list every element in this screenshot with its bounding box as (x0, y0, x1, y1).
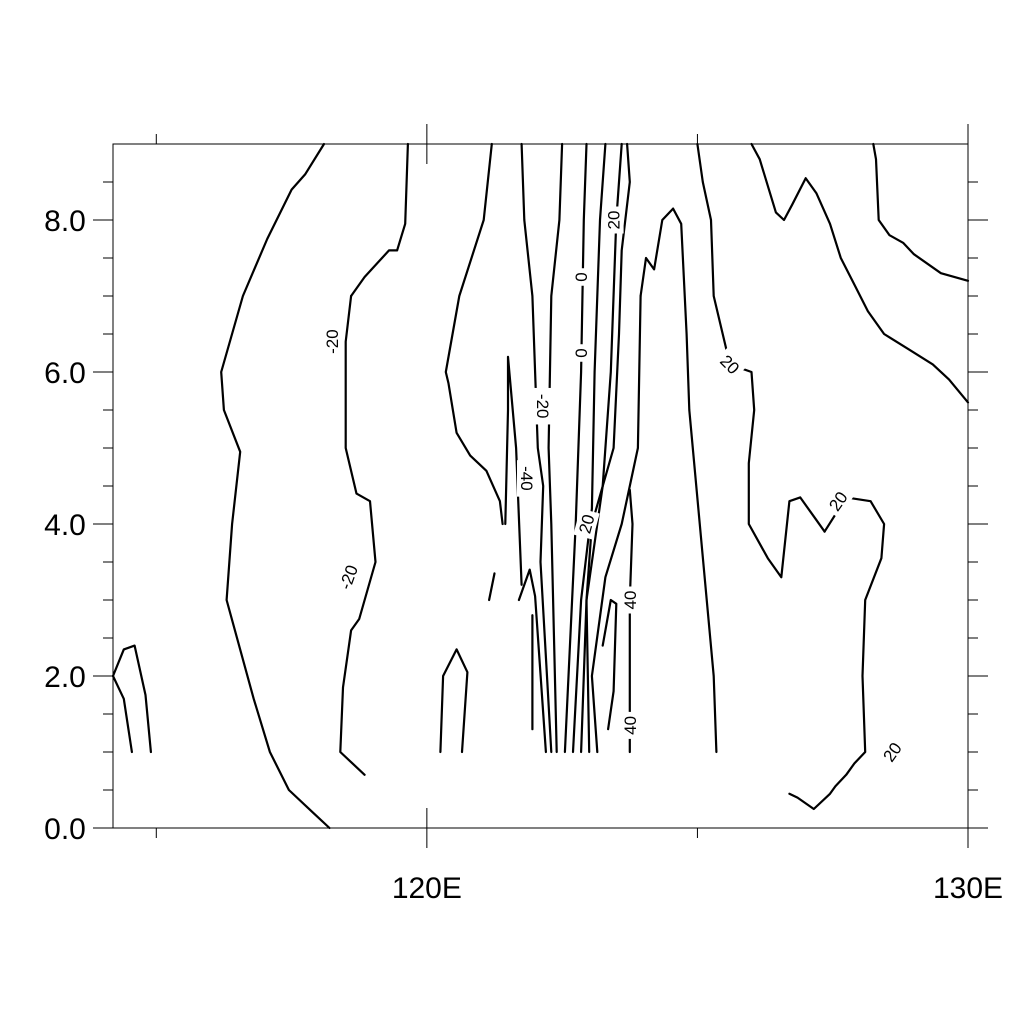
contour-line-8 (488, 572, 496, 602)
contour-label-bg-7 (573, 508, 600, 540)
contour-line-21 (696, 142, 826, 579)
contour-label-8: 20 (713, 347, 747, 382)
contour-label-0: -20 (322, 323, 343, 360)
contour-label-bg-11 (619, 586, 640, 614)
y-tick-label-0: 0.0 (44, 813, 86, 846)
contour-line-2 (220, 142, 331, 830)
contour-line-5 (444, 142, 504, 526)
contour-line-17 (639, 207, 718, 754)
contour-label-9: 20 (822, 484, 855, 518)
contour-label-bg-2 (533, 387, 554, 425)
contour-line-13 (563, 142, 588, 754)
axis-tick-labels: 120E 130E 0.0 2.0 4.0 6.0 8.0 (44, 205, 1003, 905)
y-tick-label-4: 8.0 (44, 205, 86, 238)
contour-label-2: -20 (533, 387, 554, 425)
contour-label-bg-6 (603, 206, 624, 234)
contour-line-24 (872, 142, 970, 282)
contour-label-7: 20 (573, 508, 600, 540)
contour-line-20 (628, 488, 634, 754)
contour-label-text-3: -40 (517, 466, 536, 491)
contour-label-text-11: 40 (621, 591, 640, 610)
contour-label-bg-12 (619, 711, 640, 739)
contour-label-5: 0 (571, 344, 592, 362)
contour-line-23 (788, 496, 886, 811)
contour-label-bg-0 (322, 323, 343, 360)
y-tick-label-1: 2.0 (44, 661, 86, 694)
contour-line-10 (517, 568, 547, 754)
contour-line-14 (571, 142, 607, 754)
contour-line-9 (520, 142, 553, 754)
contour-line-18 (590, 294, 642, 754)
contour-label-text-2: -20 (533, 394, 552, 419)
axis-ticks (93, 124, 988, 848)
contour-label-text-0: -20 (323, 329, 342, 354)
y-tick-label-2: 4.0 (44, 509, 86, 542)
contour-label-text-12: 40 (621, 716, 640, 735)
contour-line-1 (111, 674, 133, 754)
contour-line-12 (547, 142, 564, 754)
contour-label-bg-9 (822, 484, 855, 518)
contour-label-bg-3 (517, 460, 537, 497)
contour-label-text-6: 20 (605, 211, 624, 230)
y-tick-label-3: 6.0 (44, 357, 86, 390)
contour-lines (111, 142, 970, 830)
contour-label-3: -40 (517, 460, 537, 497)
contour-label-bg-4 (571, 268, 592, 286)
contour-line-6 (439, 648, 469, 754)
contour-line-19 (601, 598, 618, 731)
contour-line-3 (350, 142, 409, 298)
contour-label-text-5: 0 (572, 348, 591, 357)
x-tick-label-0: 120E (392, 872, 462, 905)
contour-label-6: 20 (603, 206, 624, 234)
contour-label-bg-10 (876, 735, 909, 769)
contour-line-22 (750, 142, 970, 404)
contour-label-12: 40 (619, 711, 640, 739)
contour-label-text-4: 0 (572, 272, 591, 281)
contour-label-bg-8 (713, 347, 747, 382)
contour-label-bg-1 (332, 556, 365, 598)
contour-label-bg-5 (571, 344, 592, 362)
contour-label-10: 20 (876, 735, 909, 769)
contour-label-4: 0 (571, 268, 592, 286)
contour-label-text-7: 20 (575, 513, 598, 536)
contour-label-11: 40 (619, 586, 640, 614)
contour-value-labels: -20 -20 -20 -40 0 0 20 20 20 20 20 40 40 (322, 206, 909, 769)
contour-line-4 (339, 294, 377, 776)
contour-line-0 (111, 644, 152, 754)
contour-label-1: -20 (332, 556, 365, 598)
contour-line-16 (585, 142, 631, 754)
x-tick-label-1: 130E (933, 872, 1003, 905)
